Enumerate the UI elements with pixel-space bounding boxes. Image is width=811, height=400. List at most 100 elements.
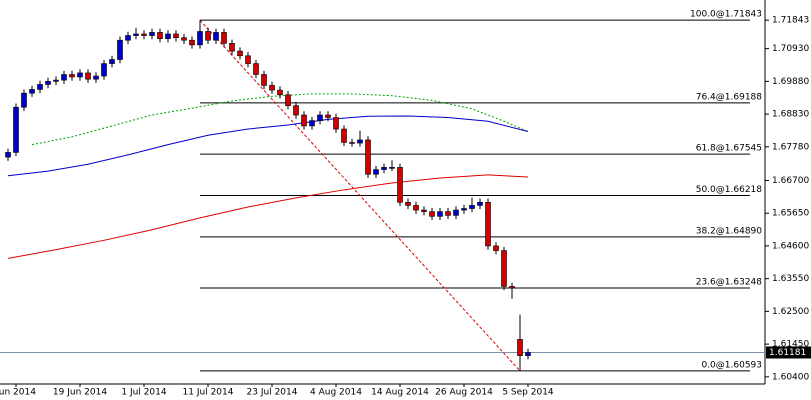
- x-tick-label: 11 Jul 2014: [183, 388, 234, 398]
- candle-body: [389, 167, 395, 169]
- candle-body: [493, 245, 499, 251]
- candle-body: [221, 32, 227, 44]
- candle-body: [61, 74, 67, 81]
- candle-body: [253, 63, 259, 75]
- fib-label: 38.2@1.64890: [696, 226, 763, 236]
- y-tick-label: 1.68830: [772, 110, 809, 120]
- candle-body: [317, 114, 323, 121]
- x-tick-label: 14 Aug 2014: [371, 388, 429, 398]
- candle-body: [341, 128, 347, 143]
- candle-body: [269, 85, 275, 91]
- candle-body: [485, 201, 491, 247]
- candle-body: [349, 142, 355, 144]
- candle-body: [437, 211, 443, 217]
- candle-body: [5, 152, 11, 158]
- current-price-label: 1.61181: [769, 348, 806, 358]
- candle-body: [141, 33, 147, 36]
- candle-body: [29, 89, 35, 94]
- candle-body: [453, 209, 459, 216]
- candle-body: [21, 92, 27, 108]
- candle-body: [205, 31, 211, 41]
- candle-body: [149, 32, 155, 36]
- candle-body: [517, 339, 523, 356]
- candle-body: [109, 59, 115, 64]
- candle-body: [421, 209, 427, 212]
- candle-body: [509, 286, 515, 289]
- candle-body: [85, 72, 91, 80]
- candle-body: [53, 79, 59, 82]
- candle-body: [469, 205, 475, 209]
- fib-trendline: [199, 19, 521, 372]
- fib-label: 61.8@1.67545: [696, 144, 762, 154]
- candle-body: [173, 33, 179, 39]
- candle-body: [277, 89, 283, 96]
- candle-body: [117, 39, 123, 60]
- candle-body: [429, 211, 435, 217]
- candle-body: [413, 205, 419, 211]
- candle-body: [13, 106, 19, 153]
- y-tick-label: 1.65650: [772, 209, 809, 219]
- x-tick-label: 19 Jun 2014: [53, 388, 107, 398]
- y-tick-label: 1.66700: [772, 176, 809, 186]
- x-tick-label: 26 Aug 2014: [435, 388, 493, 398]
- x-tick-label: 4 Aug 2014: [310, 388, 362, 398]
- candle-body: [405, 201, 411, 206]
- candle-body: [237, 50, 243, 57]
- candle-body: [365, 139, 371, 175]
- y-tick-label: 1.69880: [772, 77, 809, 87]
- candle-body: [525, 352, 531, 356]
- y-tick-label: 1.64600: [772, 241, 809, 251]
- fib-label: 50.0@1.66218: [696, 185, 763, 195]
- y-tick-label: 1.60400: [772, 372, 809, 382]
- candle-body: [133, 33, 139, 36]
- fib-label: 76.4@1.69188: [696, 92, 763, 102]
- x-tick-label: 1 Jul 2014: [121, 388, 166, 398]
- candle-body: [93, 75, 99, 80]
- candle-body: [501, 250, 507, 287]
- candle-body: [197, 31, 203, 46]
- candle-body: [381, 167, 387, 170]
- fib-label: 100.0@1.71843: [690, 10, 762, 20]
- candle-body: [37, 84, 43, 90]
- x-tick-label: 5 Sep 2014: [502, 388, 554, 398]
- candle-body: [101, 63, 107, 77]
- candle-body: [229, 43, 235, 52]
- fib-label: 23.6@1.63248: [696, 278, 763, 288]
- y-tick-label: 1.63550: [772, 274, 809, 284]
- candle-body: [461, 208, 467, 211]
- candle-body: [181, 37, 187, 41]
- y-tick-label: 1.62500: [772, 307, 809, 317]
- x-tick-label: Jun 2014: [0, 388, 36, 398]
- candle-body: [373, 169, 379, 175]
- current-price-box: [766, 346, 811, 359]
- candle-body: [45, 81, 51, 85]
- candle-body: [165, 33, 171, 39]
- moving-average: [7, 115, 529, 177]
- candle-body: [213, 32, 219, 41]
- candle-body: [69, 74, 75, 78]
- candle-body: [357, 139, 363, 144]
- candle-body: [445, 211, 451, 216]
- candle-body: [325, 114, 331, 118]
- candle-body: [301, 114, 307, 127]
- candle-body: [397, 167, 403, 203]
- candle-body: [261, 74, 267, 86]
- candle-body: [293, 105, 299, 116]
- x-tick-label: 23 Jul 2014: [247, 388, 298, 398]
- y-tick-label: 1.70930: [772, 44, 809, 54]
- candle-body: [157, 32, 163, 39]
- y-tick-label: 1.61450: [772, 340, 809, 350]
- moving-average: [7, 174, 529, 259]
- moving-average: [31, 93, 529, 146]
- y-tick-label: 1.67780: [772, 142, 809, 152]
- candle-body: [309, 120, 315, 127]
- candle-body: [245, 55, 251, 64]
- candle-body: [77, 72, 83, 78]
- candle-body: [125, 35, 131, 41]
- fib-label: 0.0@1.60593: [701, 360, 762, 370]
- candle-body: [189, 39, 195, 46]
- candle-body: [333, 117, 339, 130]
- y-tick-label: 1.71843: [772, 16, 809, 26]
